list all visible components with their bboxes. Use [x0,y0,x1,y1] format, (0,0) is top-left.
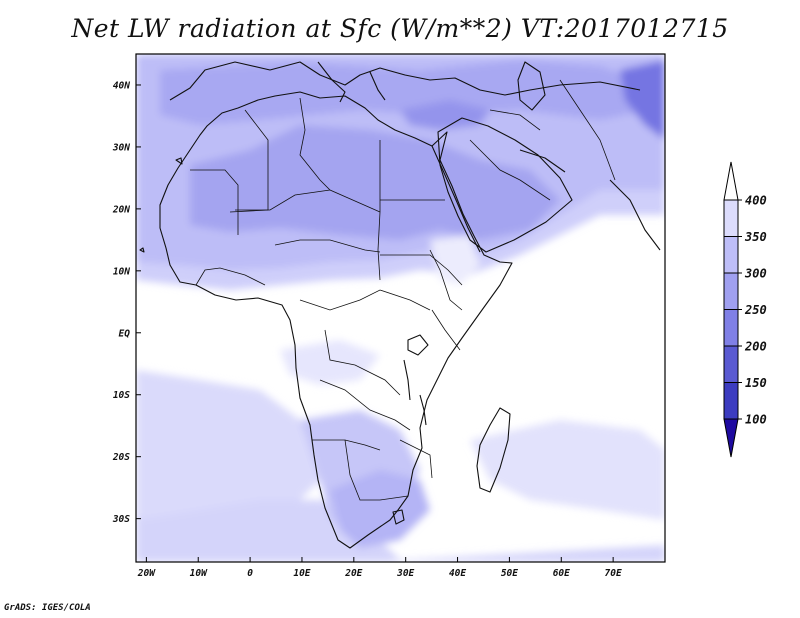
plot-frame [135,53,666,563]
colorbar-label: 300 [744,267,767,281]
colorbar-segment [723,309,739,347]
lat-tick-label: 40N [113,80,130,91]
colorbar-segment [723,236,739,274]
colorbar-segment [723,199,739,237]
colorbar-label: 200 [744,340,767,354]
lon-tick-label: 20W [137,568,156,579]
lat-tick-label: 30S [112,514,130,525]
axis-tick-labels: 20W 10W 0 10E 20E 30E 40E 50E 60E 70E 40N 30N 20N 10N… [112,80,622,579]
colorbar-segment [723,345,739,383]
radiation-field [136,54,665,562]
map-title: Net LW radiation at Sfc (W/m**2) VT:2017… [71,14,729,43]
lon-tick-label: 10W [190,568,208,579]
lon-tick-label: 60E [553,568,570,579]
lat-tick-label: 20S [112,452,130,463]
colorbar-segment [723,382,739,420]
lon-tick-label: 20E [344,568,362,579]
colorbar-label: 100 [745,413,767,427]
country-borders [190,79,616,501]
lon-tick-label: 50E [501,568,518,579]
lat-tick-label: 30N [112,142,130,153]
colorbar-segment [723,272,739,310]
lon-tick-label: 10E [293,568,310,579]
lat-tick-label: 10S [113,390,130,401]
lat-tick-label: 20N [112,204,130,215]
lat-tick-label: EQ [119,328,131,339]
colorbar-label: 150 [745,376,767,390]
lon-tick-label: 30E [396,568,414,579]
colorbar-top-arrow [723,161,739,201]
axis-ticks [136,84,614,562]
lon-tick-label: 70E [605,568,622,579]
colorbar-label: 400 [745,194,767,208]
coastlines [139,61,661,549]
colorbar-label: 250 [744,303,767,317]
lon-tick-label: 0 [247,568,253,579]
lat-tick-label: 10N [113,266,130,277]
colorbar: 400 350 300 250 200 150 100 [723,161,767,458]
colorbar-bottom-arrow [723,418,739,458]
grads-credit: GrADS: IGES/COLA [4,603,91,613]
colorbar-label: 350 [744,230,767,244]
lon-tick-label: 40E [449,568,466,579]
